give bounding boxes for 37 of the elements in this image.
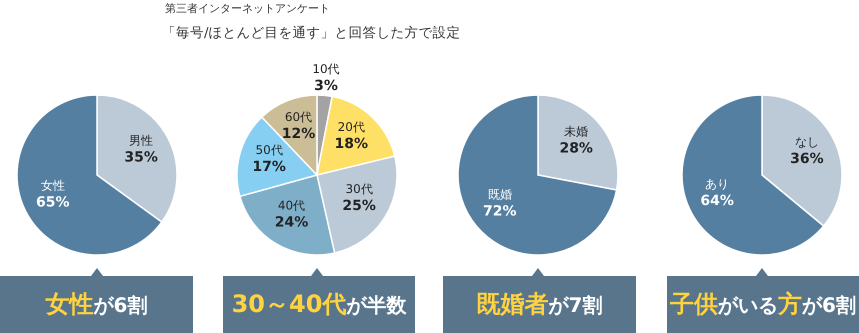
slice-label: 40代 [278,198,306,213]
data-label: 65% [36,194,70,211]
text: が7割 [548,293,602,317]
pie-slice [457,94,618,256]
text: がいる [717,293,778,317]
text: 方 [777,290,802,318]
text: 子供 [669,290,718,318]
text: 「毎号/ほとんど目を通す」と回答した方で設定 [162,25,461,41]
text: が6割 [801,293,856,317]
text: 既婚者 [476,290,549,318]
data-label: 28% [559,140,593,156]
data-label: 64% [700,193,734,210]
slice-label: 既婚 [488,188,512,202]
slice-label: 10代 [312,62,340,76]
data-label: 35% [124,149,158,166]
data-label: 72% [483,204,517,220]
slice-label: 60代 [284,110,312,124]
text: 30～40代 [232,290,346,318]
slice-label: 未婚 [564,124,588,138]
data-label: 12% [282,126,316,142]
text: 女性 [44,290,94,318]
data-label: 17% [252,158,286,175]
data-label: 18% [334,136,368,152]
data-label: 25% [342,198,376,214]
slice-label: 30代 [346,182,373,196]
text: が6割 [92,293,148,317]
data-label: 36% [790,150,824,167]
slice-label: 50代 [256,142,283,157]
slice-label: 女性 [40,178,65,193]
data-label: 3% [314,78,338,94]
slice-label: あり [705,177,730,192]
slice-label: なし [794,134,819,149]
slice-label: 20代 [338,120,365,134]
text: 第三者インターネットアンケート [165,2,330,15]
slice-label: 男性 [129,133,154,148]
text: が半数 [345,293,408,317]
data-label: 24% [274,214,308,231]
